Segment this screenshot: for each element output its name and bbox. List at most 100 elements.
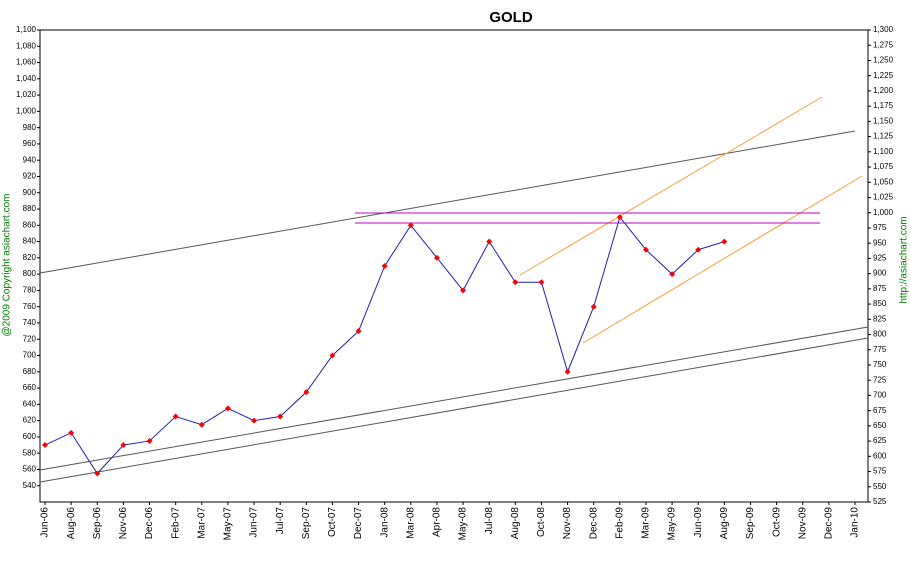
y-tick-label: 720 — [23, 334, 37, 343]
x-tick-label: Oct-08 — [536, 507, 547, 537]
x-tick-label: May-09 — [667, 507, 678, 541]
price-marker — [486, 238, 493, 245]
price-marker — [512, 279, 519, 286]
site-url: http://asiachart.com — [899, 216, 910, 303]
y-tick-label: 1,100 — [16, 25, 37, 34]
y2-tick-label: 1,225 — [873, 71, 894, 80]
price-marker — [355, 328, 362, 335]
price-marker — [198, 421, 205, 428]
y-tick-label: 840 — [23, 237, 37, 246]
y2-tick-label: 1,100 — [873, 147, 894, 156]
x-tick-label: Aug-06 — [66, 507, 77, 540]
x-tick-label: Nov-09 — [797, 507, 808, 540]
x-tick-label: Mar-08 — [405, 507, 416, 539]
trend-line — [39, 337, 869, 483]
x-tick-label: Dec-06 — [144, 507, 155, 540]
y-tick-label: 1,080 — [16, 41, 37, 50]
x-tick-label: Feb-07 — [170, 507, 181, 539]
price-marker — [42, 442, 48, 449]
y-tick-label: 1,040 — [16, 74, 37, 83]
trend-line — [39, 130, 856, 274]
x-tick-label: Nov-08 — [562, 507, 573, 540]
price-marker — [172, 413, 179, 420]
y-tick-label: 860 — [23, 220, 37, 229]
price-marker — [590, 303, 597, 310]
x-tick-label: Sep-06 — [92, 507, 103, 540]
x-tick-label: Aug-09 — [719, 507, 730, 540]
y2-tick-label: 1,200 — [873, 86, 894, 95]
y-tick-label: 1,020 — [16, 90, 37, 99]
y-tick-label: 880 — [23, 204, 37, 213]
x-tick-label: Mar-07 — [196, 507, 207, 539]
y-tick-label: 660 — [23, 383, 37, 392]
y-tick-label: 900 — [23, 188, 37, 197]
y-tick-label: 700 — [23, 351, 37, 360]
y2-tick-label: 1,250 — [873, 56, 894, 65]
y-tick-label: 620 — [23, 416, 37, 425]
y2-tick-label: 1,050 — [873, 177, 894, 186]
x-tick-label: Aug-08 — [510, 507, 521, 540]
x-tick-label: Jul-07 — [275, 507, 286, 535]
price-marker — [303, 389, 310, 396]
y-tick-label: 760 — [23, 302, 37, 311]
x-tick-label: Oct-07 — [327, 507, 338, 537]
y2-tick-label: 675 — [873, 406, 887, 415]
x-tick-label: Jun-09 — [693, 507, 704, 538]
x-tick-label: May-08 — [458, 507, 469, 541]
y-tick-label: 600 — [23, 432, 37, 441]
x-tick-label: Sep-07 — [301, 507, 312, 540]
price-marker — [251, 417, 258, 424]
channel-line — [519, 96, 823, 276]
x-tick-label: Jul-08 — [484, 507, 495, 535]
price-marker — [433, 254, 440, 261]
price-marker — [407, 222, 414, 229]
price-marker — [460, 287, 467, 294]
price-marker — [669, 271, 676, 278]
price-marker — [538, 279, 545, 286]
x-tick-label: Dec-07 — [353, 507, 364, 540]
y2-tick-label: 1,125 — [873, 132, 894, 141]
plot-frame — [39, 29, 869, 503]
y-tick-label: 940 — [23, 155, 37, 164]
price-marker — [381, 263, 388, 269]
y2-tick-label: 800 — [873, 330, 887, 339]
price-marker — [146, 437, 153, 444]
y2-tick-label: 725 — [873, 375, 887, 384]
y2-tick-label: 600 — [873, 451, 887, 460]
y-tick-label: 1,000 — [16, 106, 37, 115]
y2-tick-label: 775 — [873, 345, 887, 354]
y2-tick-label: 700 — [873, 391, 887, 400]
x-tick-label: Dec-08 — [588, 507, 599, 540]
price-marker — [277, 413, 284, 420]
y2-tick-label: 900 — [873, 269, 887, 278]
y2-tick-label: 850 — [873, 299, 887, 308]
y2-tick-label: 825 — [873, 314, 887, 323]
y2-tick-label: 925 — [873, 253, 887, 262]
y2-tick-label: 975 — [873, 223, 887, 232]
price-marker — [120, 442, 127, 449]
x-tick-label: Jun-07 — [249, 507, 260, 538]
x-tick-label: Jan-10 — [850, 507, 861, 538]
y2-tick-label: 1,025 — [873, 193, 894, 202]
x-tick-label: Oct-09 — [771, 507, 782, 537]
y-tick-label: 640 — [23, 399, 37, 408]
y-tick-label: 740 — [23, 318, 37, 327]
x-tick-label: Nov-06 — [118, 507, 129, 540]
y2-tick-label: 1,075 — [873, 162, 894, 171]
y2-tick-label: 1,300 — [873, 25, 894, 34]
price-marker — [616, 214, 623, 221]
price-marker — [721, 238, 728, 245]
trend-line — [39, 326, 869, 471]
y-tick-label: 960 — [23, 139, 37, 148]
y-tick-label: 540 — [23, 481, 37, 490]
y2-tick-label: 1,275 — [873, 40, 894, 49]
y-tick-label: 800 — [23, 269, 37, 278]
y-tick-label: 780 — [23, 286, 37, 295]
y2-tick-label: 525 — [873, 497, 887, 506]
price-marker — [695, 246, 702, 253]
y-tick-label: 560 — [23, 465, 37, 474]
y-tick-label: 920 — [23, 172, 37, 181]
trend-lines — [39, 96, 869, 483]
y-tick-label: 580 — [23, 448, 37, 457]
y-tick-label: 680 — [23, 367, 37, 376]
